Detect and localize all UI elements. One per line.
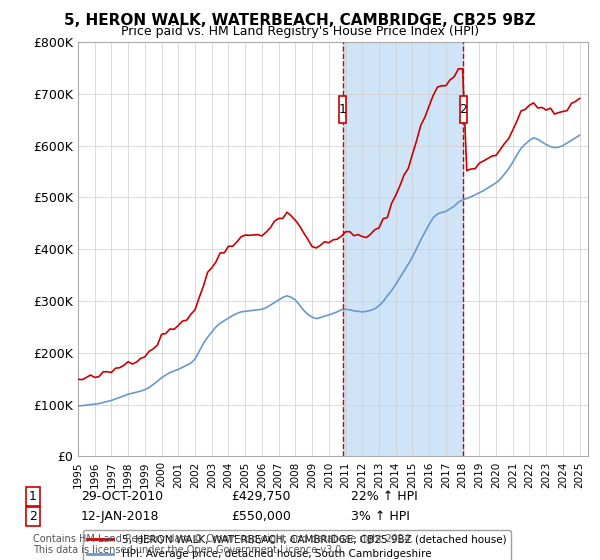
- FancyBboxPatch shape: [460, 96, 467, 123]
- Text: Price paid vs. HM Land Registry's House Price Index (HPI): Price paid vs. HM Land Registry's House …: [121, 25, 479, 38]
- Bar: [343, 42, 463, 456]
- Text: 2: 2: [29, 510, 37, 523]
- Text: £429,750: £429,750: [231, 490, 290, 503]
- Text: 22% ↑ HPI: 22% ↑ HPI: [351, 490, 418, 503]
- FancyBboxPatch shape: [339, 96, 346, 123]
- Text: 5, HERON WALK, WATERBEACH, CAMBRIDGE, CB25 9BZ: 5, HERON WALK, WATERBEACH, CAMBRIDGE, CB…: [64, 13, 536, 28]
- Text: £550,000: £550,000: [231, 510, 291, 523]
- Text: 3% ↑ HPI: 3% ↑ HPI: [351, 510, 410, 523]
- Text: 1: 1: [29, 490, 37, 503]
- Text: Contains HM Land Registry data © Crown copyright and database right 2024.
This d: Contains HM Land Registry data © Crown c…: [33, 534, 413, 555]
- Text: 29-OCT-2010: 29-OCT-2010: [81, 490, 163, 503]
- Text: 1: 1: [339, 103, 347, 116]
- Legend: 5, HERON WALK, WATERBEACH, CAMBRIDGE, CB25 9BZ (detached house), HPI: Average pr: 5, HERON WALK, WATERBEACH, CAMBRIDGE, CB…: [83, 530, 511, 560]
- Text: 12-JAN-2018: 12-JAN-2018: [81, 510, 160, 523]
- Text: 2: 2: [460, 103, 467, 116]
